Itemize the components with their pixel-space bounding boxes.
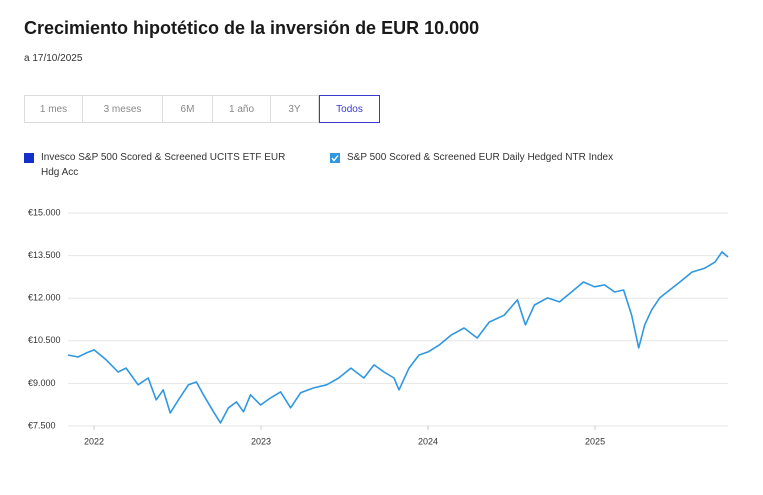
range-button[interactable]: 3Y	[271, 96, 319, 122]
x-tick-label: 2024	[418, 436, 438, 446]
chart-subtitle: a 17/10/2025	[24, 53, 83, 64]
y-tick-label: €13.500	[28, 250, 61, 260]
range-button[interactable]: 1 año	[213, 96, 271, 122]
legend-item[interactable]: S&P 500 Scored & Screened EUR Daily Hedg…	[330, 150, 630, 165]
check-icon	[331, 155, 339, 162]
y-tick-label: €7.500	[28, 420, 56, 430]
legend-label: S&P 500 Scored & Screened EUR Daily Hedg…	[347, 152, 614, 163]
y-tick-label: €9.000	[28, 378, 56, 388]
y-tick-label: €10.500	[28, 335, 61, 345]
y-tick-label: €12.000	[28, 293, 61, 303]
x-tick-label: 2023	[251, 436, 271, 446]
range-button[interactable]: 1 mes	[25, 96, 83, 122]
line-series	[67, 251, 729, 424]
range-button[interactable]: Todos	[319, 95, 380, 123]
range-button[interactable]: 6M	[163, 96, 213, 122]
legend-swatch	[24, 153, 34, 163]
legend-label: Invesco S&P 500 Scored & Screened UCITS …	[41, 152, 286, 178]
y-tick-label: €15.000	[28, 207, 61, 217]
range-selector: 1 mes 3 meses 6M 1 año 3Y Todos	[24, 95, 380, 123]
chart-title: Crecimiento hipotético de la inversión d…	[24, 18, 480, 38]
x-tick-label: 2025	[585, 436, 605, 446]
legend-swatch	[330, 153, 340, 163]
legend-item[interactable]: Invesco S&P 500 Scored & Screened UCITS …	[24, 150, 304, 180]
x-tick-label: 2022	[84, 436, 104, 446]
range-button[interactable]: 3 meses	[83, 96, 163, 122]
